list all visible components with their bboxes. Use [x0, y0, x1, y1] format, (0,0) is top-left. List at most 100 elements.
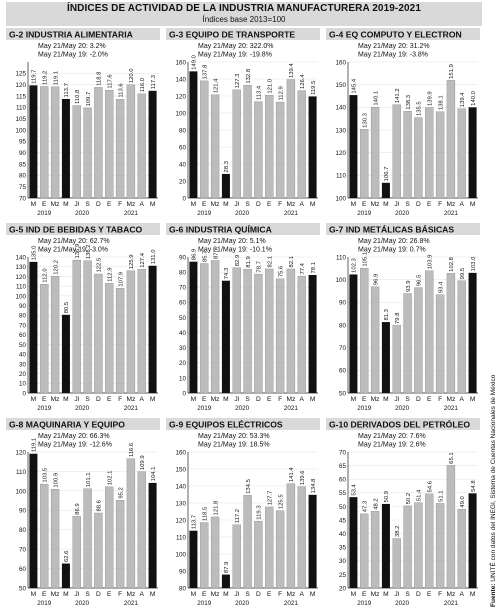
year-label: 2021: [124, 600, 139, 607]
bar-value-label: 145.4: [352, 78, 358, 93]
bar-value-label: 87.9: [224, 562, 230, 573]
chart-title-bar: [166, 223, 320, 235]
x-tick-label: D: [256, 591, 261, 598]
y-tick-label: 80: [19, 313, 27, 320]
bar: [232, 267, 241, 394]
x-tick-label: E: [427, 591, 432, 598]
chart-note: May 21/May 19: -10.1%: [198, 247, 272, 254]
bar-value-label: 110.8: [75, 89, 81, 104]
x-tick-label: E: [202, 591, 207, 598]
y-tick-label: 90: [179, 254, 187, 261]
y-tick-label: 110: [16, 105, 27, 112]
y-tick-label: 90: [19, 303, 27, 310]
y-tick-label: 90: [19, 508, 27, 515]
bar-value-label: 120.2: [53, 260, 59, 275]
year-label: 2019: [197, 405, 212, 412]
year-label: 2021: [444, 210, 459, 217]
y-tick-label: 100: [15, 127, 26, 134]
x-tick-label: D: [96, 591, 101, 598]
y-tick-label: 70: [19, 547, 27, 554]
x-tick-label: S: [405, 591, 410, 598]
bar: [221, 574, 230, 588]
chart-title: G-10 DERIVADOS DEL PETRÓLEO: [329, 419, 470, 430]
chart-note: May 21/May 20: 62.7%: [38, 238, 110, 245]
y-tick-label: 125: [15, 71, 26, 78]
x-tick-label: Mz: [447, 201, 456, 208]
x-tick-label: Jl: [394, 591, 399, 598]
y-tick-label: 70: [19, 195, 27, 202]
bar: [360, 267, 369, 394]
bar: [94, 273, 103, 394]
bar-value-label: 96.5: [417, 274, 423, 286]
bar: [94, 512, 103, 589]
chart-note: May 21/May 20: 3.2%: [38, 43, 106, 50]
y-tick-label: 100: [335, 277, 346, 284]
y-tick-label: 30: [179, 345, 187, 352]
y-tick-label: 75: [19, 184, 27, 191]
y-tick-label: 70: [19, 322, 27, 329]
year-label: 2020: [75, 405, 90, 412]
year-label: 2019: [357, 210, 372, 217]
bar: [370, 511, 380, 589]
y-tick-label: 10: [19, 381, 27, 388]
bar: [105, 89, 114, 199]
bar: [29, 85, 38, 198]
bar: [189, 530, 198, 588]
bar-value-label: 140.1: [373, 91, 379, 106]
x-tick-label: Mz: [447, 591, 456, 598]
x-tick-label: M: [470, 591, 476, 598]
y-tick-label: 65: [339, 463, 347, 470]
bar-value-label: 125.9: [129, 254, 135, 269]
x-tick-label: D: [96, 396, 101, 403]
bar: [381, 503, 390, 588]
bar: [392, 104, 401, 199]
chart-note: May 21/May 20: 31.2%: [358, 43, 430, 50]
y-tick-label: 140: [15, 254, 26, 261]
y-tick-label: 60: [19, 332, 27, 339]
bar-value-label: 134.8: [311, 478, 317, 493]
bar-value-label: 113.4: [257, 85, 263, 100]
y-tick-label: 20: [19, 371, 27, 378]
bar-value-label: 112.0: [42, 268, 48, 283]
x-tick-label: E: [267, 396, 272, 403]
bar: [403, 293, 412, 394]
x-tick-label: A: [460, 201, 465, 208]
x-tick-label: A: [460, 396, 465, 403]
bar: [297, 90, 306, 199]
bar: [446, 80, 456, 199]
year-label: 2021: [284, 210, 299, 217]
x-tick-label: F: [438, 396, 442, 403]
year-label: 2021: [124, 405, 139, 412]
bar-value-label: 139.4: [460, 92, 466, 107]
x-tick-label: A: [300, 201, 305, 208]
x-tick-label: Jl: [74, 201, 79, 208]
year-label: 2020: [235, 600, 250, 607]
bar-value-label: 116.0: [140, 77, 146, 92]
x-tick-label: Mz: [211, 591, 220, 598]
x-tick-label: M: [470, 201, 476, 208]
year-label: 2020: [395, 210, 410, 217]
bar: [286, 79, 296, 199]
x-tick-label: S: [85, 201, 90, 208]
y-tick-label: 80: [339, 322, 347, 329]
bar-value-label: 140.0: [471, 90, 477, 105]
chart-note: May 21/May 20: 7.6%: [358, 433, 426, 440]
x-tick-label: M: [150, 396, 156, 403]
bar-value-label: 113.7: [192, 515, 198, 529]
y-tick-label: 50: [339, 390, 347, 397]
bar-value-label: 109.9: [140, 455, 146, 470]
x-tick-label: Mz: [127, 591, 136, 598]
x-tick-label: D: [416, 201, 421, 208]
bar: [435, 294, 445, 394]
y-tick-label: 55: [339, 490, 347, 497]
x-tick-label: M: [223, 396, 229, 403]
bar: [40, 483, 49, 589]
bar: [468, 107, 477, 198]
bar: [457, 108, 466, 199]
x-tick-label: E: [42, 591, 47, 598]
chart-title-bar: [326, 223, 480, 235]
bar: [446, 465, 456, 589]
x-tick-label: M: [63, 201, 69, 208]
bar-value-label: 103.5: [42, 467, 48, 482]
x-tick-label: A: [140, 201, 145, 208]
